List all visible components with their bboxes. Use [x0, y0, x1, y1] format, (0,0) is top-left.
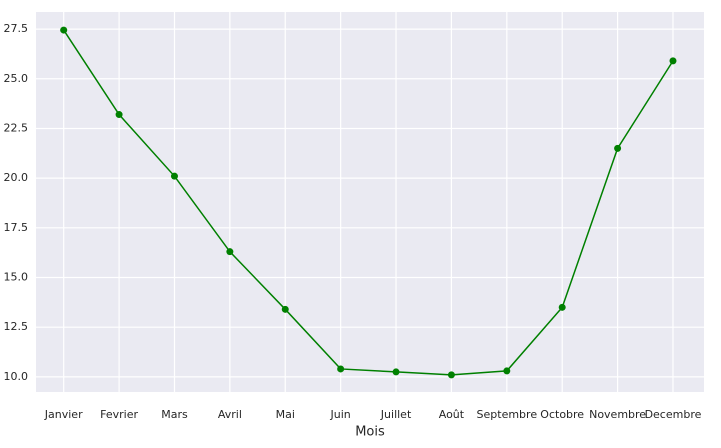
y-tick-label: 10.0 [4, 370, 29, 383]
x-tick-label: Octobre [540, 408, 584, 421]
point [669, 57, 677, 65]
x-tick-label: Decembre [645, 408, 702, 421]
y-tick-label: 27.5 [4, 22, 29, 35]
x-tick-label: Mai [276, 408, 295, 421]
point [614, 144, 622, 152]
y-tick-label: 20.0 [4, 171, 29, 184]
x-tick-label: Mars [161, 408, 188, 421]
x-tick-label: Juin [330, 408, 351, 421]
point [337, 365, 345, 373]
point [60, 26, 68, 34]
x-tick-label: Septembre [477, 408, 538, 421]
y-tick-label: 25.0 [4, 72, 29, 85]
point [226, 248, 234, 256]
point [170, 172, 178, 180]
x-tick-label: Avril [218, 408, 242, 421]
point [115, 111, 123, 119]
point [558, 303, 566, 311]
x-tick-label: Novembre [589, 408, 646, 421]
x-tick-label: Août [439, 408, 465, 421]
y-tick-label: 12.5 [4, 320, 29, 333]
x-tick-label: Janvier [44, 408, 83, 421]
point [503, 367, 511, 375]
y-tick-label: 15.0 [4, 271, 29, 284]
y-tick-label: 22.5 [4, 121, 29, 134]
x-axis-label: Mois [355, 425, 385, 440]
y-tick-label: 17.5 [4, 221, 29, 234]
plot-area [36, 12, 704, 392]
point [447, 371, 455, 379]
point [392, 368, 400, 376]
x-tick-label: Juillet [380, 408, 412, 421]
line [63, 29, 674, 376]
x-tick-label: Fevrier [100, 408, 138, 421]
point [281, 305, 289, 313]
